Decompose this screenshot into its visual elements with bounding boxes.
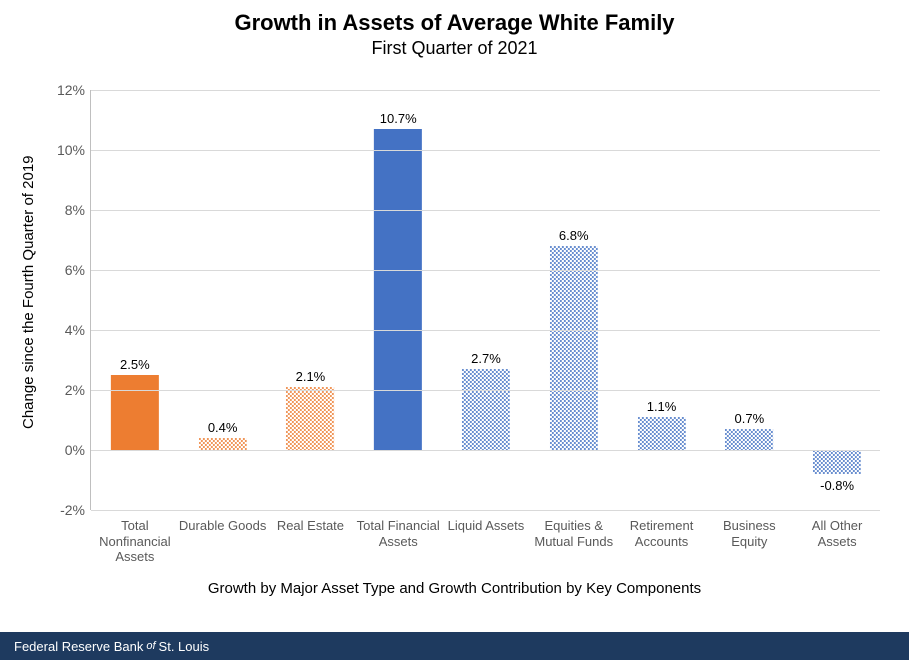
bar-slot: 2.7%Liquid Assets [442,90,530,510]
chart-container: Growth in Assets of Average White Family… [0,0,909,632]
bar-slot: 1.1%Retirement Accounts [618,90,706,510]
x-axis-label: Growth by Major Asset Type and Growth Co… [208,580,701,597]
x-tick: Liquid Assets [441,518,531,534]
x-tick: Equities & Mutual Funds [529,518,619,549]
bar-value-label: 2.1% [296,369,326,384]
y-tick: -2% [60,502,85,518]
x-tick: All Other Assets [792,518,882,549]
bar [462,369,510,450]
bar-value-label: 1.1% [647,399,677,414]
footer-suffix: St. Louis [159,639,210,654]
chart-title: Growth in Assets of Average White Family [0,0,909,36]
bar [550,246,598,450]
x-tick: Total Nonfinancial Assets [90,518,180,565]
chart-subtitle: First Quarter of 2021 [0,38,909,59]
bar [637,417,685,450]
bar-value-label: -0.8% [820,478,854,493]
footer-bar: Federal Reserve Bank of St. Louis [0,632,909,660]
bar-slot: 6.8%Equities & Mutual Funds [530,90,618,510]
gridline [91,90,880,91]
y-axis-label: Change since the Fourth Quarter of 2019 [20,155,37,429]
gridline [91,450,880,451]
x-tick: Retirement Accounts [617,518,707,549]
footer-prefix: Federal Reserve Bank [14,639,143,654]
gridline [91,270,880,271]
bar-slot: 2.1%Real Estate [267,90,355,510]
bar [374,129,422,450]
bar [725,429,773,450]
x-tick: Durable Goods [178,518,268,534]
x-tick: Real Estate [265,518,355,534]
y-tick: 6% [65,262,85,278]
y-tick: 2% [65,382,85,398]
gridline [91,150,880,151]
y-tick: 0% [65,442,85,458]
footer-of: of [146,640,155,652]
x-tick: Total Financial Assets [353,518,443,549]
bar [813,450,861,474]
bar-value-label: 10.7% [380,111,417,126]
bar-value-label: 6.8% [559,228,589,243]
bar-slot: -0.8%All Other Assets [793,90,881,510]
gridline [91,510,880,511]
gridline [91,390,880,391]
y-tick: 12% [57,82,85,98]
bar-value-label: 0.7% [734,411,764,426]
bar-slot: 0.4%Durable Goods [179,90,267,510]
bar-slot: 0.7%Business Equity [705,90,793,510]
bar-slot: 2.5%Total Nonfinancial Assets [91,90,179,510]
plot-area: 2.5%Total Nonfinancial Assets0.4%Durable… [90,90,880,510]
y-tick: 4% [65,322,85,338]
bar-slot: 10.7%Total Financial Assets [354,90,442,510]
gridline [91,210,880,211]
x-tick: Business Equity [704,518,794,549]
bar-value-label: 2.5% [120,357,150,372]
y-tick: 10% [57,142,85,158]
y-tick: 8% [65,202,85,218]
bar [199,438,247,450]
bar-value-label: 0.4% [208,420,238,435]
bar [286,387,334,450]
bar [111,375,159,450]
gridline [91,330,880,331]
bar-value-label: 2.7% [471,351,501,366]
bars-layer: 2.5%Total Nonfinancial Assets0.4%Durable… [91,90,880,510]
